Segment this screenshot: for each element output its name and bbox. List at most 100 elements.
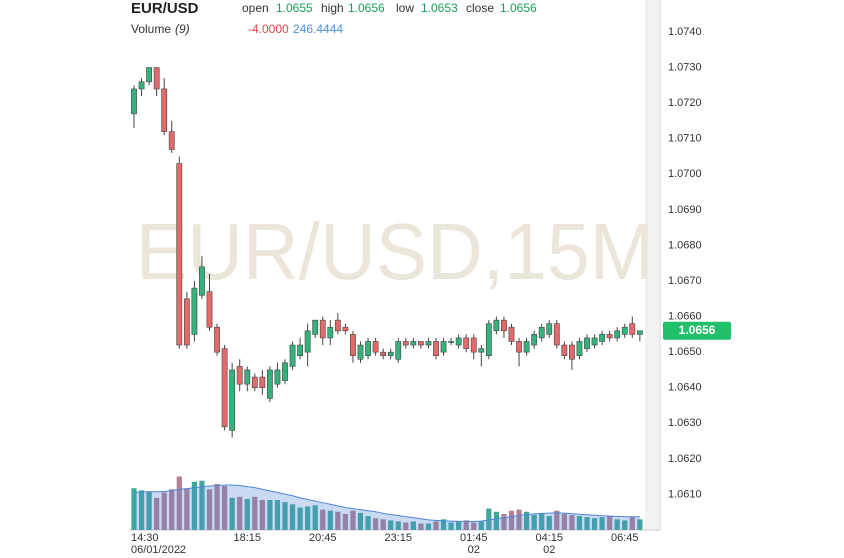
chart-title: EUR/USD [131, 0, 199, 17]
candle-body [599, 334, 605, 342]
volume-bar [546, 516, 552, 530]
volume-period: (9) [175, 22, 190, 36]
y-tick-label: 1.0620 [668, 453, 702, 465]
candle-body [614, 330, 621, 339]
x-tick-label: 23:15 [384, 532, 412, 544]
candle-body [455, 337, 462, 346]
last-price-box [663, 321, 731, 340]
y-tick-label: 1.0740 [668, 26, 702, 38]
candle-body [206, 291, 213, 328]
candle-body [289, 344, 296, 367]
candle-body [501, 319, 507, 332]
volume-bar [184, 488, 190, 530]
candle-body [266, 369, 273, 399]
candle-body [516, 341, 522, 353]
candle-body [191, 287, 198, 335]
volume-bar [508, 510, 515, 530]
candle-body [342, 326, 349, 332]
volume-ma-area [134, 485, 640, 530]
candle-body [199, 266, 205, 296]
volume-bar [229, 497, 235, 530]
candle-body [433, 341, 439, 357]
candle-body [621, 326, 628, 335]
candle-body [380, 351, 387, 357]
volume-bar [131, 488, 137, 530]
x-tick-sublabel: 06/01/2022 [131, 544, 186, 556]
volume-bar [373, 518, 379, 530]
candle-body [372, 341, 379, 353]
candle-body [357, 344, 364, 360]
volume-bar [350, 510, 356, 530]
volume-bar [410, 521, 416, 530]
candle-body [561, 344, 568, 357]
candle-body [251, 376, 258, 389]
volume-bar [486, 508, 492, 530]
volume-ma-value: 246.4444 [293, 22, 343, 36]
volume-bar [403, 522, 409, 530]
candle-body [485, 323, 492, 357]
volume-bar [561, 513, 567, 530]
volume-bar [176, 476, 182, 530]
volume-bar [448, 522, 454, 530]
candle-body [629, 323, 636, 335]
candle-body [304, 330, 311, 353]
volume-bar [305, 506, 311, 530]
volume-bar [320, 509, 326, 530]
candle-body [636, 330, 643, 335]
volume-bar [289, 504, 296, 530]
volume-bar [169, 489, 175, 530]
close-label: close [466, 1, 494, 15]
candle-body [168, 131, 175, 150]
volume-bar [456, 521, 462, 530]
candle-body [176, 163, 183, 346]
high-value: 1.0656 [348, 1, 385, 15]
y-tick-label: 1.0610 [668, 488, 702, 500]
y-tick-label: 1.0700 [668, 168, 702, 180]
volume-bar [531, 515, 537, 530]
candle-body [448, 341, 454, 343]
volume-bar [191, 481, 197, 530]
volume-bar [539, 513, 545, 530]
candle-body [395, 341, 402, 360]
volume-change: -4.0000 [248, 22, 289, 36]
close-value: 1.0656 [500, 1, 537, 15]
candle-body [410, 341, 417, 346]
y-tick-label: 1.0640 [668, 382, 702, 394]
candle-body [282, 362, 288, 381]
volume-bar [599, 517, 605, 530]
candle-body [161, 88, 168, 132]
volume-bar [493, 511, 499, 530]
volume-bar [433, 521, 439, 530]
candle-body [244, 369, 251, 385]
volume-bar [199, 480, 205, 530]
candle-body [138, 81, 145, 90]
candle-body [463, 337, 470, 349]
candle-body [546, 323, 553, 335]
volume-bar [244, 498, 250, 530]
candle-body [425, 341, 432, 346]
volume-bar [576, 516, 583, 530]
volume-bar [614, 519, 620, 530]
volume-ma-line [133, 484, 640, 522]
candle-body [553, 323, 560, 346]
volume-bar [478, 521, 484, 530]
open-value: 1.0655 [276, 1, 313, 15]
volume-bar [342, 513, 348, 530]
volume-bar [440, 519, 447, 530]
y-tick-label: 1.0710 [668, 133, 702, 145]
volume-bar [516, 509, 522, 530]
volume-bar [569, 515, 575, 530]
candle-body [478, 348, 485, 353]
candle-body [576, 341, 583, 357]
x-tick-label: 01:45 [460, 532, 488, 544]
candle-body [531, 334, 538, 346]
volume-bar [206, 489, 213, 530]
volume-bar [554, 510, 560, 530]
candle-body [584, 337, 590, 349]
volume-bar [425, 523, 432, 530]
candle-body [350, 334, 356, 357]
volume-bar [395, 521, 401, 530]
last-price-label: 1.0656 [679, 323, 716, 337]
volume-bar [154, 497, 160, 530]
